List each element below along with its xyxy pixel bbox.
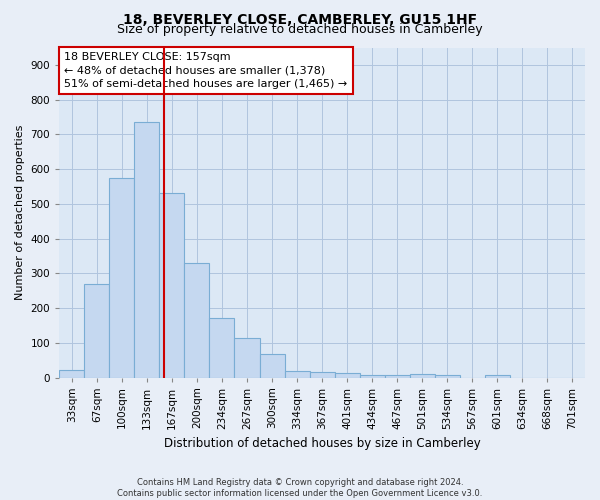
- Bar: [435, 374, 460, 378]
- Text: Size of property relative to detached houses in Camberley: Size of property relative to detached ho…: [117, 22, 483, 36]
- Bar: [359, 374, 385, 378]
- Bar: [485, 374, 510, 378]
- Bar: [284, 370, 310, 378]
- Bar: [109, 178, 134, 378]
- Y-axis label: Number of detached properties: Number of detached properties: [15, 125, 25, 300]
- Bar: [310, 372, 335, 378]
- Text: 18, BEVERLEY CLOSE, CAMBERLEY, GU15 1HF: 18, BEVERLEY CLOSE, CAMBERLEY, GU15 1HF: [123, 12, 477, 26]
- Bar: [335, 374, 359, 378]
- Bar: [184, 263, 209, 378]
- X-axis label: Distribution of detached houses by size in Camberley: Distribution of detached houses by size …: [164, 437, 481, 450]
- Text: Contains HM Land Registry data © Crown copyright and database right 2024.
Contai: Contains HM Land Registry data © Crown c…: [118, 478, 482, 498]
- Bar: [260, 354, 284, 378]
- Bar: [385, 374, 410, 378]
- Bar: [410, 374, 435, 378]
- Text: 18 BEVERLEY CLOSE: 157sqm
← 48% of detached houses are smaller (1,378)
51% of se: 18 BEVERLEY CLOSE: 157sqm ← 48% of detac…: [64, 52, 348, 89]
- Bar: [235, 338, 260, 378]
- Bar: [84, 284, 109, 378]
- Bar: [59, 370, 84, 378]
- Bar: [209, 318, 235, 378]
- Bar: [134, 122, 160, 378]
- Bar: [160, 194, 184, 378]
